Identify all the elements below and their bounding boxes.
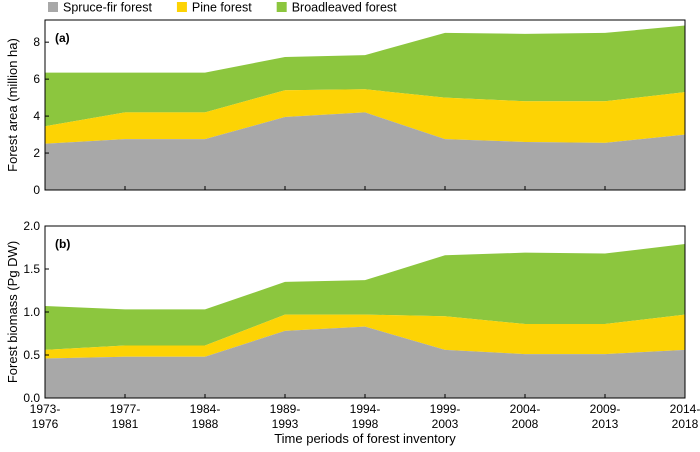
x-tick-label-line2: 1981 <box>112 417 139 431</box>
x-tick-label-line2: 2018 <box>672 417 699 431</box>
legend-label-3: Broadleaved forest <box>292 1 397 15</box>
y-tick-label: 0.5 <box>23 348 40 362</box>
panel-label-1: (a) <box>55 31 70 45</box>
x-tick-label-line1: 1999- <box>430 402 461 416</box>
x-tick-label-line1: 1989- <box>270 402 301 416</box>
y-axis-title-panel-1: Forest area (million ha) <box>5 38 20 172</box>
y-tick-label: 4 <box>33 109 40 123</box>
x-tick-label-line2: 2008 <box>512 417 539 431</box>
legend-label-1: Spruce-fir forest <box>63 1 152 15</box>
x-axis-title: Time periods of forest inventory <box>274 431 456 446</box>
y-tick-label: 2.0 <box>23 219 40 233</box>
x-tick-label-line1: 1973- <box>30 402 61 416</box>
x-tick-label-line2: 2013 <box>592 417 619 431</box>
x-tick-label-line1: 1994- <box>350 402 381 416</box>
y-tick-label: 0 <box>33 183 40 197</box>
legend-swatch-2 <box>176 2 187 12</box>
y-tick-label: 2 <box>33 146 40 160</box>
area-broadleaved-forest-panel-1 <box>45 25 685 127</box>
x-tick-label-line1: 2004- <box>510 402 541 416</box>
y-tick-label: 1.5 <box>23 262 40 276</box>
area-broadleaved-forest-panel-2 <box>45 244 685 350</box>
x-tick-label-line2: 1988 <box>192 417 219 431</box>
area-spruce-fir-forest-panel-2 <box>45 326 685 398</box>
x-tick-label-line2: 1993 <box>272 417 299 431</box>
y-tick-label: 0.0 <box>23 391 40 405</box>
x-tick-label-line1: 1977- <box>110 402 141 416</box>
y-tick-label: 8 <box>33 35 40 49</box>
x-tick-label-line2: 1998 <box>352 417 379 431</box>
x-tick-label-line2: 1976 <box>32 417 59 431</box>
panel-label-2: (b) <box>55 237 70 251</box>
y-axis-title-panel-2: Forest biomass (Pg DW) <box>5 241 20 383</box>
x-tick-label-line1: 2014- <box>670 402 700 416</box>
area-pine-forest-panel-1 <box>45 89 685 144</box>
y-tick-label: 6 <box>33 72 40 86</box>
y-tick-label: 1.0 <box>23 305 40 319</box>
area-spruce-fir-forest-panel-1 <box>45 112 685 190</box>
legend-swatch-1 <box>48 2 58 12</box>
legend-label-2: Pine forest <box>192 1 252 15</box>
area-pine-forest-panel-2 <box>45 314 685 359</box>
x-tick-label-line1: 2009- <box>590 402 621 416</box>
legend-swatch-3 <box>276 2 287 12</box>
x-tick-label-line1: 1984- <box>190 402 221 416</box>
x-tick-label-line2: 2003 <box>432 417 459 431</box>
